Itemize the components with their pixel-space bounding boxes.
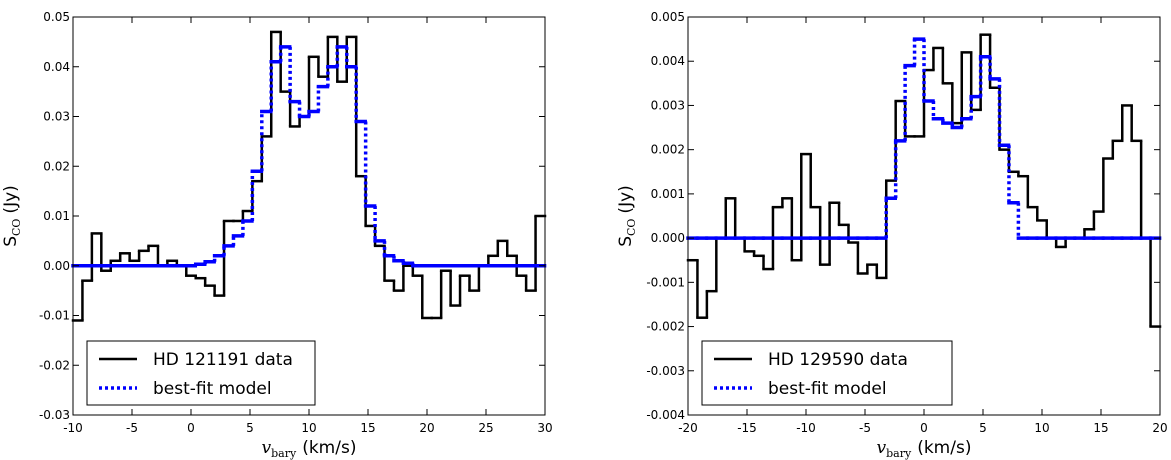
y-axis-label: SCO (Jy): [616, 185, 638, 247]
y-tick-label: 0.002: [651, 143, 685, 157]
legend-box: [86, 340, 316, 406]
x-tick-label: -10: [796, 421, 816, 435]
y-label-sub: CO: [625, 219, 638, 236]
x-label-main: v: [877, 438, 887, 458]
y-tick-label: -0.03: [39, 408, 70, 422]
x-axis-label: vbary (km/s): [877, 438, 972, 460]
x-tick-label: 0: [920, 421, 928, 435]
y-tick-label: 0.05: [43, 10, 70, 24]
x-label-sub: bary: [886, 447, 912, 460]
y-tick-label: 0.00: [43, 259, 70, 273]
y-tick-label: 0.000: [651, 231, 685, 245]
y-label-unit: (Jy): [616, 185, 636, 213]
legend-label: best-fit model: [153, 379, 272, 399]
x-tick-label: 25: [478, 421, 493, 435]
y-tick-label: 0.01: [43, 209, 70, 223]
y-tick-label: 0.02: [43, 159, 70, 173]
y-tick-label: -0.01: [39, 309, 70, 323]
x-tick-label: 5: [979, 421, 987, 435]
y-tick-label: 0.004: [651, 54, 685, 68]
y-tick-label: 0.001: [651, 187, 685, 201]
legend-label: best-fit model: [768, 379, 887, 399]
x-tick-label: -5: [859, 421, 871, 435]
legend-label: HD 121191 data: [153, 350, 293, 370]
x-tick-label: -15: [737, 421, 757, 435]
y-tick-label: 0.003: [651, 98, 685, 112]
x-label-unit: (km/s): [917, 438, 971, 458]
y-label-sub: CO: [10, 219, 23, 236]
y-tick-label: 0.04: [43, 60, 70, 74]
x-tick-label: 0: [187, 421, 195, 435]
y-label-unit: (Jy): [1, 185, 21, 213]
y-tick-label: -0.002: [646, 320, 685, 334]
y-label-main: S: [616, 236, 636, 247]
x-tick-label: -20: [678, 421, 698, 435]
x-tick-label: 15: [1093, 421, 1108, 435]
y-tick-label: -0.02: [39, 358, 70, 372]
x-tick-label: 20: [419, 421, 434, 435]
y-label-main: S: [1, 236, 21, 247]
y-tick-label: -0.001: [646, 275, 685, 289]
x-tick-label: 30: [537, 421, 552, 435]
x-label-unit: (km/s): [302, 438, 356, 458]
legend-box: [701, 340, 953, 406]
x-tick-label: -10: [63, 421, 83, 435]
legend-label: HD 129590 data: [768, 350, 908, 370]
x-tick-label: 10: [1034, 421, 1049, 435]
x-tick-label: 15: [360, 421, 375, 435]
y-tick-label: -0.004: [646, 408, 685, 422]
x-axis-label: vbary (km/s): [262, 438, 357, 460]
x-tick-label: 5: [246, 421, 254, 435]
x-label-sub: bary: [271, 447, 297, 460]
x-tick-label: 20: [1152, 421, 1167, 435]
x-label-main: v: [262, 438, 272, 458]
y-tick-label: 0.005: [651, 10, 685, 24]
y-tick-label: 0.03: [43, 110, 70, 124]
y-axis-label: SCO (Jy): [1, 185, 23, 247]
x-tick-label: -5: [126, 421, 138, 435]
x-tick-label: 10: [301, 421, 316, 435]
y-tick-label: -0.003: [646, 364, 685, 378]
